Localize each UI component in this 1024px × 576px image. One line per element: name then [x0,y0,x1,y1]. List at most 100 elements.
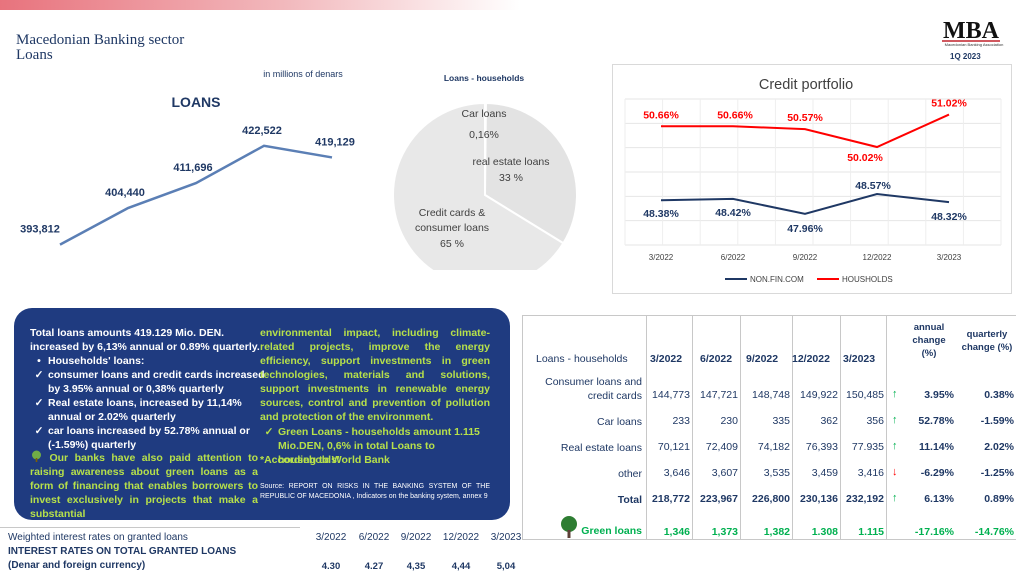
green-loans-text-right: environmental impact, including climate-… [260,327,490,423]
rate-value: 4.27 [364,561,384,572]
annual-change-cell: 11.14% [918,441,954,453]
series-data-label: 50.66% [643,109,679,121]
table-cell: 144,773 [652,389,690,401]
green-quarterly-change: -14.76% [974,526,1014,538]
table-border [692,315,693,539]
loans-data-label: 419,129 [315,136,355,148]
loans-data-label: 404,440 [105,187,145,199]
table-cell: 70,121 [657,441,690,453]
table-cell: 149,922 [800,389,838,401]
table-header-period: 9/2022 [746,353,779,365]
series-data-label: 50.66% [717,109,753,121]
table-header-period: 3/2023 [843,353,876,365]
table-row-label: Total [617,494,642,506]
credit-x-tick: 9/2022 [793,253,818,262]
table-cell: 3,416 [857,467,884,479]
bullet-item: ✓ consumer loans and credit cards increas… [34,369,265,395]
pie-label: 0,16% [469,129,499,141]
table-cell: 150,485 [846,389,884,401]
credit-x-tick: 3/2022 [649,253,674,262]
green-loans-text-left: Our banks have also paid attention to ra… [30,450,258,520]
table-cell: 233 [672,415,690,427]
mba-logo: MBA [942,18,1000,44]
series-data-label: 50.57% [787,112,823,124]
households-loans-table: Loans - households 3/2022 6/2022 9/2022 … [522,315,1016,540]
credit-portfolio-title: Credit portfolio [759,77,853,93]
table-header-quarterly: quarterly change (%) [961,329,1013,353]
pie-slice [392,101,565,270]
pie-label: consumer loans [415,222,489,234]
pie-title: Loans - households [444,73,525,83]
table-cell: 223,967 [700,493,738,505]
check-icon: ✓ [264,426,274,438]
table-cell: 148,748 [752,389,790,401]
world-bank-note: *According to World Bank [260,454,390,466]
annual-change-cell: 52.78% [918,415,954,427]
table-border [840,315,841,539]
table-cell: 76,393 [805,441,838,453]
green-loans-cell: 1.308 [811,526,838,538]
loans-data-label: 393,812 [20,224,60,236]
quarterly-change-cell: 2.02% [984,441,1014,453]
table-cell: 362 [820,415,838,427]
rate-value: 4,44 [451,561,471,572]
rate-period: 9/2022 [400,532,432,543]
table-cell: 3,607 [711,467,738,479]
rates-title: Weighted interest rates on granted loans [8,532,188,543]
rate-period: 12/2022 [442,532,480,543]
green-loans-label: Green loans [581,525,642,537]
table-border [522,315,523,539]
page-title: Macedonian Banking sector [16,32,185,48]
interest-rates-section: Weighted interest rates on granted loans… [0,527,530,576]
table-cell: 147,721 [700,389,738,401]
table-border [522,539,1016,540]
rate-period: 3/2022 [315,532,347,543]
table-row-label: Car loans [597,416,642,428]
table-row-label: Real estate loans [560,442,642,454]
rates-subtitle: INTEREST RATES ON TOTAL GRANTED LOANS [8,546,237,557]
households-pie-chart: Loans - households Car loans 0,16% real es… [392,73,578,270]
table-cell: 3,459 [811,467,838,479]
series-data-label: 48.32% [931,211,967,223]
arrow-up-icon: ↑ [892,440,898,452]
table-cell: 226,800 [752,493,790,505]
arrow-down-icon: ↓ [892,466,898,478]
credit-portfolio-panel: Credit portfolio 48.38% 48.42% 47.96% 48.57… [612,64,1012,294]
summary-line: Total loans amounts 419.129 Mio. DEN. [30,327,225,339]
loans-line-chart: in millions of denars LOANS 393,8123/202… [20,69,355,246]
pie-label: real estate loans [472,156,549,168]
series-line [661,113,950,149]
rate-value: 4.30 [321,561,341,572]
loans-data-label: 422,522 [242,125,282,137]
page-subtitle: Loans [16,47,53,63]
green-annual-change: -17.16% [914,526,954,538]
table-cell: 230 [720,415,738,427]
table-header-period: 6/2022 [700,353,733,365]
table-header-label: Loans - households [536,353,628,365]
loans-data-label: 411,696 [173,162,212,174]
green-loans-cell: 1,346 [663,526,690,538]
table-border [522,315,1016,316]
summary-line: increased by 6,13% annual or 0.89% quart… [30,341,260,353]
annual-change-cell: 6.13% [924,493,954,505]
table-cell: 232,192 [846,493,884,505]
green-loans-cell: 1,373 [711,526,738,538]
rates-divider [0,527,300,528]
logo-letters: MBA [943,18,1000,44]
credit-x-tick: 12/2022 [863,253,892,262]
bullet-item: • Households' loans: [37,355,145,367]
series-line [660,193,950,215]
header-accent-stripe [0,0,520,10]
green-loans-cell: 1,382 [763,526,790,538]
series-data-label: 48.42% [715,207,751,219]
bullet-item: ✓ Real estate loans, increased by 11,14% … [34,397,242,423]
tree-icon [561,516,577,538]
legend-nonfin-label: NON.FIN.COM [750,275,804,284]
table-cell: 335 [772,415,790,427]
arrow-up-icon: ↑ [892,388,898,400]
unit-note: in millions of denars [263,69,343,79]
legend-households-label: HOUSHOLDS [842,275,893,284]
credit-x-tick: 6/2022 [721,253,746,262]
table-cell: 3,535 [763,467,790,479]
green-loans-cell: 1.115 [858,526,884,538]
